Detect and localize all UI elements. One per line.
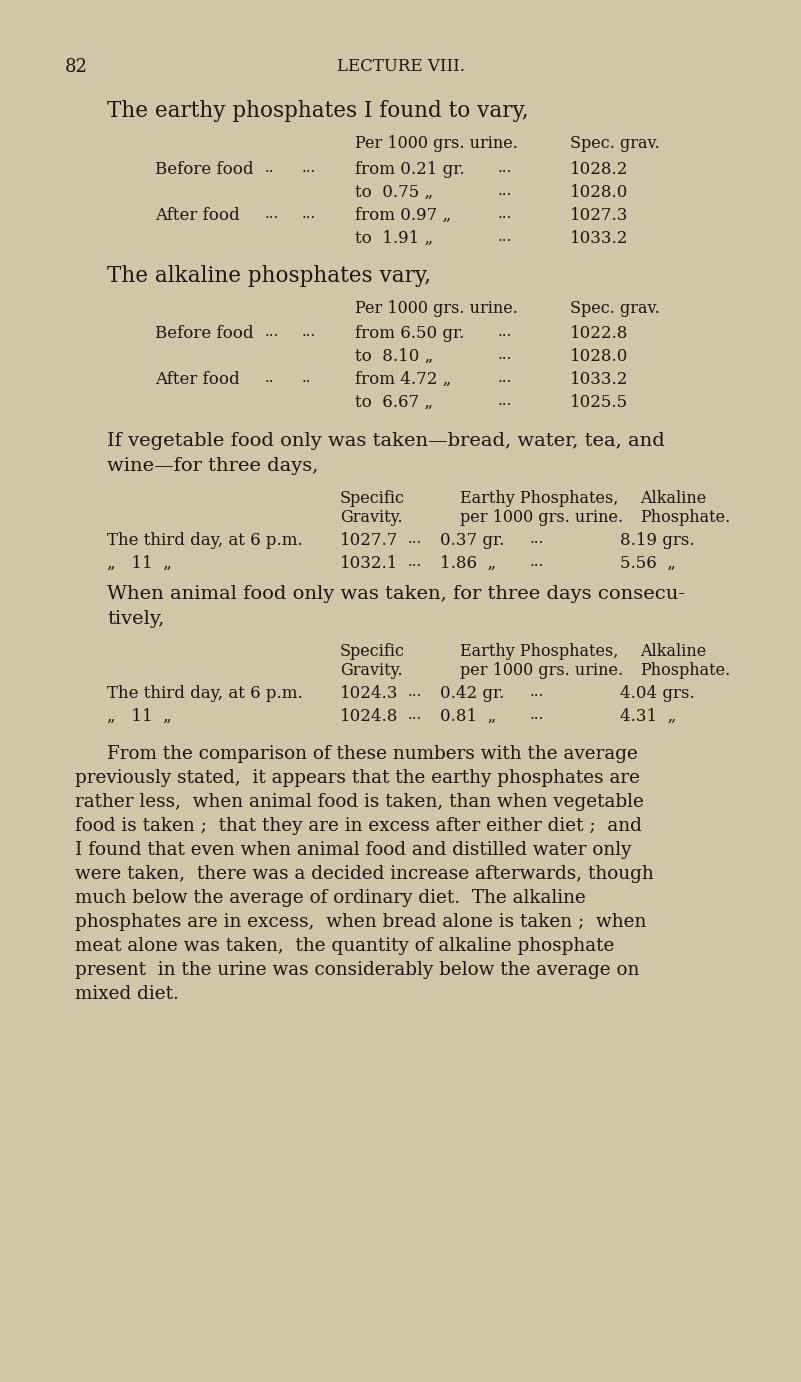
Text: ...: ...: [498, 370, 513, 386]
Text: 0.42 gr.: 0.42 gr.: [440, 685, 505, 702]
Text: ...: ...: [530, 532, 544, 546]
Text: ..: ..: [302, 370, 312, 386]
Text: LECTURE VIII.: LECTURE VIII.: [337, 58, 465, 75]
Text: Per 1000 grs. urine.: Per 1000 grs. urine.: [355, 300, 518, 316]
Text: Earthy Phosphates,: Earthy Phosphates,: [460, 491, 618, 507]
Text: 1028.0: 1028.0: [570, 184, 628, 200]
Text: 1033.2: 1033.2: [570, 229, 628, 247]
Text: present  in the urine was considerably below the average on: present in the urine was considerably be…: [75, 960, 639, 978]
Text: From the comparison of these numbers with the average: From the comparison of these numbers wit…: [107, 745, 638, 763]
Text: Spec. grav.: Spec. grav.: [570, 300, 660, 316]
Text: ...: ...: [498, 394, 513, 408]
Text: rather less,  when animal food is taken, than when vegetable: rather less, when animal food is taken, …: [75, 793, 644, 811]
Text: 1025.5: 1025.5: [570, 394, 628, 410]
Text: 82: 82: [65, 58, 88, 76]
Text: ...: ...: [265, 207, 280, 221]
Text: from 6.50 gr.: from 6.50 gr.: [355, 325, 465, 341]
Text: previously stated,  it appears that the earthy phosphates are: previously stated, it appears that the e…: [75, 768, 640, 786]
Text: Phosphate.: Phosphate.: [640, 662, 731, 679]
Text: food is taken ;  that they are in excess after either diet ;  and: food is taken ; that they are in excess …: [75, 817, 642, 835]
Text: ...: ...: [302, 160, 316, 176]
Text: After food: After food: [155, 370, 239, 388]
Text: Gravity.: Gravity.: [340, 662, 403, 679]
Text: much below the average of ordinary diet.  The alkaline: much below the average of ordinary diet.…: [75, 889, 586, 907]
Text: 1024.3: 1024.3: [340, 685, 398, 702]
Text: wine—for three days,: wine—for three days,: [107, 457, 318, 475]
Text: Gravity.: Gravity.: [340, 509, 403, 527]
Text: ...: ...: [530, 685, 544, 699]
Text: 1027.3: 1027.3: [570, 207, 628, 224]
Text: ..: ..: [265, 160, 275, 176]
Text: ...: ...: [408, 532, 422, 546]
Text: Earthy Phosphates,: Earthy Phosphates,: [460, 643, 618, 661]
Text: 1022.8: 1022.8: [570, 325, 628, 341]
Text: ...: ...: [498, 160, 513, 176]
Text: Per 1000 grs. urine.: Per 1000 grs. urine.: [355, 135, 518, 152]
Text: ..: ..: [265, 370, 275, 386]
Text: Before food: Before food: [155, 160, 253, 178]
Text: „   11  „: „ 11 „: [107, 556, 171, 572]
Text: ...: ...: [498, 229, 513, 245]
Text: mixed diet.: mixed diet.: [75, 985, 179, 1003]
Text: phosphates are in excess,  when bread alone is taken ;  when: phosphates are in excess, when bread alo…: [75, 914, 646, 931]
Text: 1024.8: 1024.8: [340, 708, 398, 726]
Text: 1032.1: 1032.1: [340, 556, 398, 572]
Text: 4.31  „: 4.31 „: [620, 708, 676, 726]
Text: from 0.21 gr.: from 0.21 gr.: [355, 160, 465, 178]
Text: from 0.97 „: from 0.97 „: [355, 207, 451, 224]
Text: to  0.75 „: to 0.75 „: [355, 184, 433, 200]
Text: ...: ...: [498, 325, 513, 339]
Text: ...: ...: [530, 556, 544, 569]
Text: Phosphate.: Phosphate.: [640, 509, 731, 527]
Text: 1.86  „: 1.86 „: [440, 556, 496, 572]
Text: The earthy phosphates I found to vary,: The earthy phosphates I found to vary,: [107, 100, 529, 122]
Text: The third day, at 6 p.m.: The third day, at 6 p.m.: [107, 532, 303, 549]
Text: were taken,  there was a decided increase afterwards, though: were taken, there was a decided increase…: [75, 865, 654, 883]
Text: tively,: tively,: [107, 609, 164, 627]
Text: The alkaline phosphates vary,: The alkaline phosphates vary,: [107, 265, 431, 287]
Text: 1028.2: 1028.2: [570, 160, 628, 178]
Text: Alkaline: Alkaline: [640, 491, 706, 507]
Text: Specific: Specific: [340, 491, 405, 507]
Text: I found that even when animal food and distilled water only: I found that even when animal food and d…: [75, 842, 631, 860]
Text: 0.81  „: 0.81 „: [440, 708, 497, 726]
Text: Spec. grav.: Spec. grav.: [570, 135, 660, 152]
Text: 8.19 grs.: 8.19 grs.: [620, 532, 694, 549]
Text: 1033.2: 1033.2: [570, 370, 628, 388]
Text: from 4.72 „: from 4.72 „: [355, 370, 451, 388]
Text: per 1000 grs. urine.: per 1000 grs. urine.: [460, 509, 623, 527]
Text: ...: ...: [302, 325, 316, 339]
Text: 0.37 gr.: 0.37 gr.: [440, 532, 505, 549]
Text: 1028.0: 1028.0: [570, 348, 628, 365]
Text: ...: ...: [498, 207, 513, 221]
Text: per 1000 grs. urine.: per 1000 grs. urine.: [460, 662, 623, 679]
Text: 4.04 grs.: 4.04 grs.: [620, 685, 694, 702]
Text: If vegetable food only was taken—bread, water, tea, and: If vegetable food only was taken—bread, …: [107, 433, 665, 451]
Text: After food: After food: [155, 207, 239, 224]
Text: „   11  „: „ 11 „: [107, 708, 171, 726]
Text: Alkaline: Alkaline: [640, 643, 706, 661]
Text: to  1.91 „: to 1.91 „: [355, 229, 433, 247]
Text: ...: ...: [498, 184, 513, 198]
Text: When animal food only was taken, for three days consecu-: When animal food only was taken, for thr…: [107, 585, 685, 603]
Text: ...: ...: [265, 325, 280, 339]
Text: 5.56  „: 5.56 „: [620, 556, 676, 572]
Text: to  8.10 „: to 8.10 „: [355, 348, 433, 365]
Text: The third day, at 6 p.m.: The third day, at 6 p.m.: [107, 685, 303, 702]
Text: 1027.7: 1027.7: [340, 532, 398, 549]
Text: ...: ...: [530, 708, 544, 721]
Text: ...: ...: [408, 556, 422, 569]
Text: Before food: Before food: [155, 325, 253, 341]
Text: to  6.67 „: to 6.67 „: [355, 394, 433, 410]
Text: ...: ...: [408, 708, 422, 721]
Text: ...: ...: [498, 348, 513, 362]
Text: Specific: Specific: [340, 643, 405, 661]
Text: ...: ...: [302, 207, 316, 221]
Text: meat alone was taken,  the quantity of alkaline phosphate: meat alone was taken, the quantity of al…: [75, 937, 614, 955]
Text: ...: ...: [408, 685, 422, 699]
